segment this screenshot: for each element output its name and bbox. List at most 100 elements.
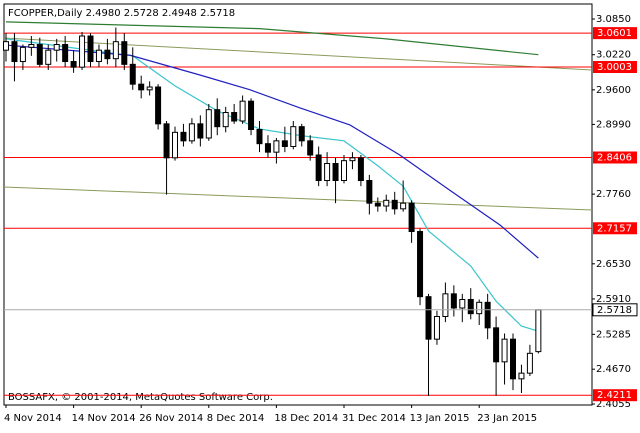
candle-body — [62, 44, 69, 63]
candle-body — [391, 199, 398, 210]
price-label: 2.5718 — [597, 305, 632, 316]
candle-body — [493, 327, 500, 363]
candle-body — [11, 41, 18, 63]
level-label: 2.4211 — [597, 390, 632, 401]
candle-body — [79, 35, 86, 68]
level-tag — [593, 61, 637, 74]
candle-body — [197, 123, 204, 139]
level-label: 3.0003 — [597, 62, 632, 73]
candle-body — [45, 49, 52, 65]
candle-body — [400, 202, 407, 210]
candle-body — [290, 126, 297, 148]
candle-body — [163, 123, 170, 159]
candle-body — [95, 49, 102, 63]
candle-body — [264, 143, 271, 153]
price-tag — [592, 303, 638, 317]
x-tick-label: 26 Nov 2014 — [139, 413, 203, 424]
candle-body — [417, 230, 424, 298]
candle-body — [476, 301, 483, 315]
candle-body — [138, 83, 145, 91]
candle-body — [87, 35, 94, 63]
candle-body — [467, 298, 474, 315]
level-tag — [593, 151, 637, 164]
y-tick-label: 2.8990 — [596, 119, 631, 130]
x-tick-label: 4 Nov 2014 — [4, 413, 62, 424]
candle-body — [239, 100, 246, 122]
candle-body — [256, 129, 263, 145]
candle-body — [129, 63, 136, 85]
candle-body — [374, 202, 381, 207]
y-tick-label: 2.5285 — [596, 329, 631, 340]
y-tick-label: 2.6530 — [596, 259, 631, 270]
moving-average — [5, 38, 539, 332]
x-tick-label: 23 Jan 2015 — [477, 413, 537, 424]
copyright: BOSSAFX, © 2001-2014, MetaQuotes Softwar… — [8, 392, 273, 403]
candle-body — [273, 140, 280, 153]
candle-body — [349, 157, 356, 162]
candle-body — [383, 199, 390, 207]
trendline — [3, 37, 593, 71]
candle-body — [518, 372, 525, 380]
candle-body — [357, 157, 364, 182]
x-tick-label: 14 Nov 2014 — [72, 413, 136, 424]
candle-body — [172, 131, 178, 159]
level-label: 2.7157 — [597, 223, 632, 234]
candle-body — [205, 109, 212, 139]
candle-body — [433, 315, 440, 340]
candle-body — [366, 180, 373, 204]
candle-body — [332, 163, 339, 182]
candle-body — [425, 296, 432, 340]
candle-body — [155, 86, 162, 125]
y-tick-label: 3.0220 — [596, 50, 631, 61]
y-tick-label: 2.9600 — [596, 85, 631, 96]
y-tick-label: 2.4055 — [596, 399, 631, 410]
candle-body — [70, 61, 77, 68]
candle-body — [112, 41, 119, 60]
candle-body — [36, 44, 43, 65]
level-label: 2.8406 — [597, 152, 632, 163]
chart-title: FCOPPER,Daily 2.4980 2.5728 2.4948 2.571… — [8, 8, 235, 19]
level-tag — [593, 389, 637, 402]
candle-body — [315, 154, 322, 182]
candle-body — [484, 301, 491, 329]
x-tick-label: 18 Dec 2014 — [274, 413, 338, 424]
candle-body — [526, 352, 533, 374]
level-tag — [593, 27, 637, 40]
candle-body — [501, 338, 508, 363]
level-tag — [593, 222, 637, 235]
candle-body — [146, 86, 153, 91]
candle-body — [28, 44, 35, 48]
candle-body — [19, 46, 26, 63]
candle-body — [180, 131, 187, 142]
x-tick-label: 31 Dec 2014 — [342, 413, 406, 424]
candle-body — [281, 140, 288, 148]
candle-body — [222, 112, 229, 128]
candle-body — [341, 160, 347, 182]
candle-body — [121, 41, 128, 65]
candle-body — [298, 126, 305, 142]
candle-body — [442, 293, 449, 317]
moving-average — [5, 21, 539, 56]
candle-body — [510, 338, 516, 380]
candle-body — [450, 293, 457, 309]
candle-body — [248, 100, 255, 131]
candle-body — [188, 123, 195, 142]
candle-body — [104, 49, 111, 60]
trendline — [3, 186, 593, 211]
candle-body — [53, 44, 60, 51]
x-tick-label: 13 Jan 2015 — [410, 413, 470, 424]
moving-average — [5, 44, 539, 259]
y-tick-label: 2.5910 — [596, 294, 631, 305]
level-label: 3.0601 — [597, 28, 632, 39]
candle-body — [307, 140, 314, 156]
candle-body — [231, 112, 238, 122]
candle-body — [459, 298, 466, 309]
candle-body — [324, 163, 331, 182]
y-tick-label: 2.7760 — [596, 189, 631, 200]
y-tick-label: 2.4670 — [596, 364, 631, 375]
candle-body — [535, 309, 542, 353]
y-tick-label: 3.0850 — [596, 14, 631, 25]
x-tick-label: 8 Dec 2014 — [207, 413, 265, 424]
candle-body — [3, 41, 9, 51]
